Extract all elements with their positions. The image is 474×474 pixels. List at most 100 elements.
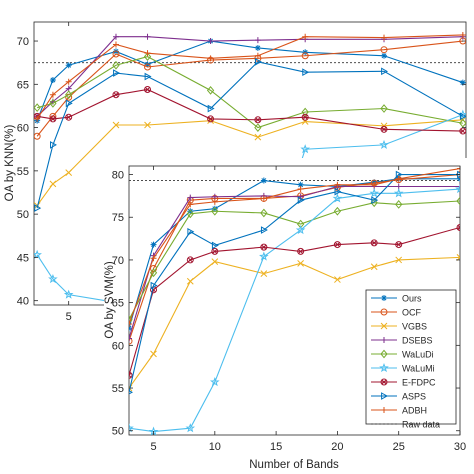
knn-line-dsebs bbox=[36, 36, 463, 117]
svm-series-walumi bbox=[129, 184, 460, 435]
legend-label: WaLuMi bbox=[402, 364, 435, 374]
svm-point-e-fdpc bbox=[297, 247, 305, 255]
svm-point-adbh bbox=[395, 175, 402, 182]
svm-line-adbh bbox=[129, 168, 460, 325]
knn-point-ocf bbox=[34, 132, 41, 140]
svm-xtick-label: 15 bbox=[270, 441, 282, 453]
knn-point-e-fdpc bbox=[207, 115, 215, 123]
knn-point-asps bbox=[34, 204, 42, 212]
svm-point-ours bbox=[211, 205, 218, 212]
svm-point-adbh bbox=[371, 181, 378, 188]
svm-point-walumi bbox=[332, 193, 343, 203]
svm-point-walumi bbox=[393, 188, 404, 198]
svm-xtick-label: 20 bbox=[331, 441, 343, 453]
svm-point-adbh bbox=[150, 255, 157, 262]
svm-point-asps bbox=[334, 187, 342, 196]
svm-point-walumi bbox=[129, 423, 134, 433]
legend-marker bbox=[380, 349, 388, 359]
svm-point-e-fdpc bbox=[333, 241, 341, 249]
knn-point-vgbs bbox=[254, 133, 262, 141]
svm-point-e-fdpc bbox=[211, 247, 219, 255]
knn-point-adbh bbox=[207, 55, 214, 62]
svm-line-e-fdpc bbox=[129, 226, 460, 376]
svm-series-e-fdpc bbox=[129, 223, 460, 379]
knn-point-waludi bbox=[380, 104, 388, 113]
knn-point-ocf bbox=[112, 50, 120, 58]
knn-point-vgbs bbox=[65, 169, 73, 176]
svm-point-asps bbox=[187, 227, 195, 236]
svm-line-waludi bbox=[129, 200, 460, 320]
legend-marker bbox=[381, 407, 387, 413]
svm-point-e-fdpc bbox=[260, 243, 268, 251]
svm-xtick-label: 25 bbox=[393, 441, 405, 453]
svm-point-walumi bbox=[210, 377, 220, 387]
knn-point-asps bbox=[207, 104, 215, 113]
knn-point-adbh bbox=[112, 41, 119, 48]
knn-point-ours bbox=[381, 52, 388, 59]
knn-point-waludi bbox=[34, 103, 41, 113]
svm-point-vgbs bbox=[260, 270, 268, 277]
knn-ytick-label: 60 bbox=[17, 123, 29, 135]
svm-point-dsebs bbox=[187, 194, 194, 201]
svm-point-adbh bbox=[260, 195, 267, 202]
svm-point-ours bbox=[260, 177, 267, 184]
knn-ytick-label: 55 bbox=[17, 166, 29, 178]
legend-label: DSEBS bbox=[402, 336, 433, 346]
knn-point-e-fdpc bbox=[65, 113, 73, 121]
legend-item-ocf: OCF bbox=[371, 308, 422, 318]
knn-point-asps bbox=[254, 57, 262, 66]
knn-line-adbh bbox=[36, 34, 463, 120]
svm-point-asps bbox=[260, 226, 268, 234]
legend-item-walumi: WaLuMi bbox=[371, 362, 435, 374]
legend-marker bbox=[379, 362, 389, 373]
svm-point-vgbs bbox=[456, 254, 460, 261]
svm-series-adbh bbox=[129, 166, 460, 327]
legend-marker bbox=[380, 378, 388, 386]
knn-y-axis-label: OA by KNN(%) bbox=[4, 124, 16, 201]
knn-point-walumi bbox=[48, 273, 58, 284]
svm-point-walumi bbox=[295, 225, 306, 235]
knn-line-ours bbox=[36, 40, 464, 121]
svm-point-ours bbox=[297, 181, 304, 188]
svm-line-asps bbox=[129, 173, 460, 393]
svm-point-vgbs bbox=[186, 277, 194, 285]
knn-point-waludi bbox=[65, 90, 73, 100]
svm-point-adbh bbox=[334, 181, 341, 188]
svm-point-waludi bbox=[211, 206, 219, 216]
legend-marker bbox=[381, 295, 387, 301]
legend-label: OCF bbox=[402, 308, 422, 318]
knn-point-e-fdpc bbox=[301, 113, 309, 121]
svm-point-dsebs bbox=[457, 183, 460, 190]
svm-point-asps bbox=[211, 241, 219, 250]
knn-point-ocf bbox=[380, 46, 388, 54]
knn-ytick-label: 70 bbox=[17, 36, 29, 48]
svm-point-ours bbox=[150, 241, 157, 248]
svm-ytick-label: 80 bbox=[112, 170, 124, 182]
svm-ytick-label: 70 bbox=[112, 255, 124, 267]
knn-point-asps bbox=[113, 69, 121, 77]
knn-point-waludi bbox=[206, 85, 215, 95]
knn-series-ocf bbox=[34, 37, 466, 140]
svm-point-asps bbox=[297, 196, 305, 205]
svm-line-ours bbox=[129, 178, 460, 329]
svm-y-ticks: 50 55 60 65 70 75 80 bbox=[112, 170, 460, 438]
svm-ytick-label: 55 bbox=[112, 383, 124, 395]
legend-item-dsebs: DSEBS bbox=[371, 336, 433, 346]
svm-series-asps bbox=[129, 170, 460, 395]
legend-marker bbox=[381, 392, 389, 400]
knn-point-asps bbox=[50, 141, 57, 149]
legend-item-e-fdpc: E-FDPC bbox=[371, 378, 436, 388]
svm-point-vgbs bbox=[370, 263, 378, 271]
knn-point-walumi bbox=[63, 289, 74, 299]
legend-marker bbox=[380, 322, 388, 330]
knn-point-adbh bbox=[254, 52, 261, 59]
knn-point-asps bbox=[381, 67, 389, 76]
knn-point-waludi bbox=[459, 118, 466, 128]
knn-series-adbh bbox=[34, 31, 466, 122]
knn-point-dsebs bbox=[207, 38, 214, 45]
svm-point-adbh bbox=[457, 166, 460, 172]
svm-point-ocf bbox=[129, 337, 133, 345]
svm-point-e-fdpc bbox=[129, 371, 133, 379]
knn-point-adbh bbox=[144, 50, 151, 57]
